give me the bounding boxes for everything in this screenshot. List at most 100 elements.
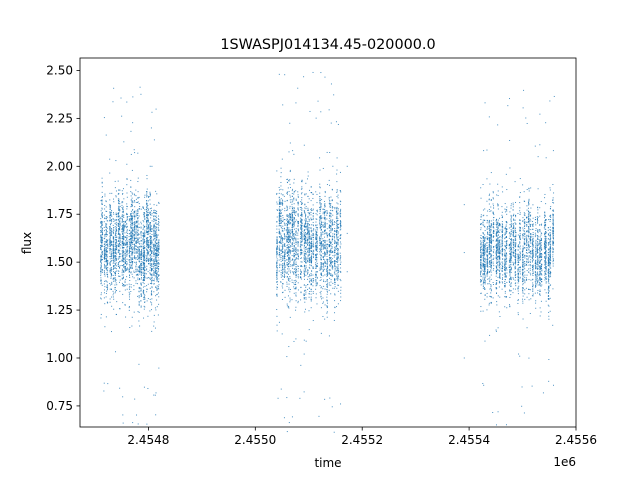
- data-point: [147, 254, 149, 256]
- data-point: [111, 210, 113, 212]
- data-point: [330, 205, 332, 207]
- data-point: [278, 208, 280, 210]
- data-point: [301, 229, 303, 231]
- data-point: [158, 268, 160, 270]
- data-point: [293, 250, 295, 252]
- data-point: [278, 252, 280, 254]
- data-point: [107, 262, 109, 264]
- data-point: [138, 266, 140, 268]
- data-point: [321, 263, 323, 265]
- data-point: [282, 271, 284, 273]
- data-point: [286, 181, 288, 183]
- data-point: [326, 214, 328, 216]
- data-point: [315, 262, 317, 264]
- data-point: [303, 233, 305, 235]
- data-point: [109, 211, 111, 213]
- data-point: [308, 245, 310, 247]
- data-point: [291, 203, 293, 205]
- data-point: [320, 227, 322, 229]
- data-point: [289, 249, 291, 251]
- data-point: [109, 271, 111, 273]
- data-point: [121, 277, 123, 279]
- data-point: [329, 241, 331, 243]
- data-point: [326, 211, 328, 213]
- data-point: [100, 259, 102, 261]
- data-point: [322, 233, 324, 235]
- data-point: [284, 266, 286, 268]
- data-point: [119, 210, 121, 212]
- data-point: [326, 247, 328, 249]
- data-point: [147, 387, 149, 389]
- data-point: [110, 213, 112, 215]
- data-point: [276, 293, 278, 295]
- data-point: [126, 288, 128, 290]
- data-point: [113, 221, 115, 223]
- data-point: [131, 192, 133, 194]
- data-point: [117, 214, 119, 216]
- data-point: [280, 222, 282, 224]
- data-point: [142, 242, 144, 244]
- data-point: [111, 233, 113, 235]
- data-point: [150, 257, 152, 259]
- data-point: [331, 406, 333, 408]
- data-point: [129, 327, 131, 329]
- data-point: [115, 241, 117, 243]
- data-point: [149, 191, 151, 193]
- data-point: [114, 246, 116, 248]
- data-point: [134, 228, 136, 230]
- data-point: [312, 204, 314, 206]
- data-point: [131, 316, 133, 318]
- data-point: [149, 229, 151, 231]
- data-point: [286, 255, 288, 257]
- data-point: [276, 209, 278, 211]
- data-point: [138, 260, 140, 262]
- data-point: [137, 238, 139, 240]
- data-point: [155, 269, 157, 271]
- data-point: [143, 212, 145, 214]
- data-point: [303, 234, 305, 236]
- data-point: [301, 233, 303, 235]
- data-point: [129, 274, 131, 276]
- data-point: [118, 228, 120, 230]
- data-point: [103, 252, 105, 254]
- data-point: [124, 221, 126, 223]
- data-point: [109, 232, 111, 234]
- data-point: [332, 266, 334, 268]
- data-point: [286, 259, 288, 261]
- data-point: [155, 246, 157, 248]
- data-point: [131, 205, 133, 207]
- data-point: [156, 288, 158, 290]
- data-point: [276, 244, 278, 246]
- data-point: [289, 223, 291, 225]
- data-point: [303, 247, 305, 249]
- data-point: [131, 220, 133, 222]
- data-point: [131, 219, 133, 221]
- data-point: [126, 246, 128, 248]
- data-point: [147, 228, 149, 230]
- data-point: [331, 276, 333, 278]
- data-point: [278, 202, 280, 204]
- data-point: [140, 293, 142, 295]
- data-point: [147, 245, 149, 247]
- data-point: [286, 265, 288, 267]
- data-point: [103, 382, 105, 384]
- data-point: [288, 221, 290, 223]
- data-point: [331, 199, 333, 201]
- data-point: [125, 236, 127, 238]
- data-point: [130, 130, 132, 132]
- data-point: [153, 278, 155, 280]
- data-point: [118, 207, 120, 209]
- data-point: [158, 239, 160, 241]
- data-point: [110, 234, 112, 236]
- data-point: [110, 241, 112, 243]
- data-point: [290, 214, 292, 216]
- data-point: [326, 235, 328, 237]
- data-point: [319, 239, 321, 241]
- data-point: [123, 267, 125, 269]
- data-point: [103, 265, 105, 267]
- data-point: [149, 230, 151, 232]
- data-point: [276, 315, 278, 317]
- data-point: [276, 281, 278, 283]
- data-point: [328, 273, 330, 275]
- data-point: [308, 247, 310, 249]
